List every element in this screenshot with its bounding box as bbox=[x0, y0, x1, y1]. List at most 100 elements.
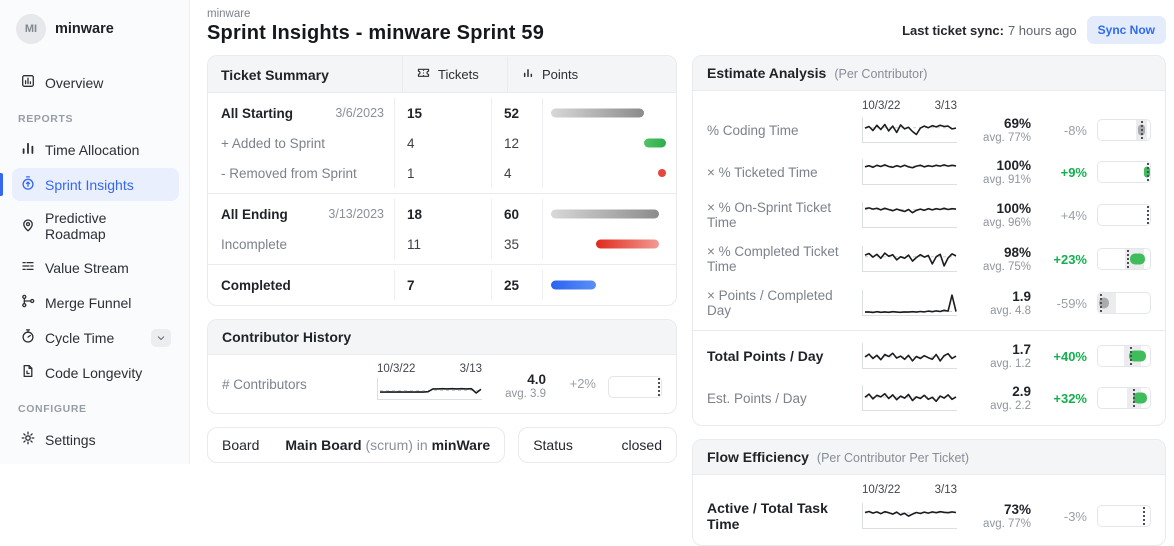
tickets-value: 4 bbox=[394, 128, 491, 158]
points-value: 12 bbox=[491, 128, 542, 158]
metric-label: % Coding Time bbox=[707, 123, 852, 138]
metric-row: × % Ticketed Time 100%avg. 91% +9% bbox=[693, 151, 1165, 193]
contributors-label: # Contributors bbox=[222, 377, 377, 392]
board-filter[interactable]: Board Main Board (scrum) in minWare bbox=[207, 427, 505, 463]
spark-start-date: 10/3/22 bbox=[862, 100, 900, 112]
contributor-history-title: Contributor History bbox=[222, 329, 351, 345]
sidebar-item-time-allocation[interactable]: Time Allocation bbox=[12, 133, 179, 166]
tickets-value: 1 bbox=[394, 158, 491, 188]
metric-delta: -8% bbox=[1041, 123, 1087, 138]
points-value: 52 bbox=[491, 98, 542, 128]
metric-label: Est. Points / Day bbox=[707, 391, 852, 406]
metric-average: avg. 4.8 bbox=[967, 305, 1031, 317]
status-filter-value: closed bbox=[622, 437, 662, 453]
row-label: Completed bbox=[221, 278, 291, 293]
sidebar-item-predictive-roadmap[interactable]: Predictive Roadmap bbox=[12, 203, 179, 249]
sidebar-item-merge-funnel[interactable]: Merge Funnel bbox=[12, 286, 179, 319]
estimate-analysis-subtitle: (Per Contributor) bbox=[834, 67, 927, 81]
stream-lines-icon bbox=[20, 258, 36, 277]
row-label: + Added to Sprint bbox=[221, 136, 325, 151]
main-content: minware Sprint Insights - minware Sprint… bbox=[190, 0, 1174, 464]
workspace-avatar: MI bbox=[16, 14, 46, 44]
metric-label: × % Completed Ticket Time bbox=[707, 244, 852, 274]
metric-gauge bbox=[608, 376, 662, 398]
ticket-summary-panel: Ticket Summary Tickets Points All Starti… bbox=[207, 55, 677, 306]
board-filter-label: Board bbox=[222, 437, 259, 453]
metric-delta: +9% bbox=[1041, 165, 1087, 180]
sidebar-item-overview[interactable]: Overview bbox=[12, 66, 179, 99]
ticket-summary-title: Ticket Summary bbox=[208, 58, 394, 92]
tickets-value: 18 bbox=[394, 199, 491, 229]
metric-gauge bbox=[1097, 345, 1151, 367]
sidebar-item-label: Time Allocation bbox=[45, 142, 139, 158]
points-bar bbox=[551, 199, 666, 229]
status-filter-label: Status bbox=[533, 437, 573, 453]
row-label: Incomplete bbox=[221, 237, 287, 252]
sidebar-nav: Overview REPORTS Time Allocation Sprint … bbox=[12, 66, 179, 456]
points-icon bbox=[521, 66, 535, 83]
metric-average: avg. 77% bbox=[967, 132, 1031, 144]
sidebar-item-label: Sprint Insights bbox=[45, 177, 134, 193]
points-value: 25 bbox=[491, 270, 542, 300]
ticket-icon bbox=[416, 65, 431, 83]
metric-sparkline bbox=[862, 385, 957, 411]
metric-sparkline bbox=[862, 202, 957, 228]
metric-average: avg. 77% bbox=[967, 518, 1031, 530]
board-qualifier: (scrum) in bbox=[362, 437, 432, 453]
metric-label: × Points / Completed Day bbox=[707, 288, 852, 318]
metric-gauge bbox=[1097, 248, 1151, 270]
metric-value: 100% bbox=[967, 158, 1031, 173]
flow-efficiency-panel: Flow Efficiency (Per Contributor Per Tic… bbox=[692, 439, 1166, 546]
metric-sparkline bbox=[862, 246, 957, 272]
workspace-name: minware bbox=[55, 21, 114, 37]
spark-end-date: 3/13 bbox=[935, 100, 957, 112]
page-title: Sprint Insights - minware Sprint 59 bbox=[207, 22, 544, 45]
metric-gauge bbox=[1097, 387, 1151, 409]
metric-row: % Coding Time 69%avg. 77% -8% bbox=[693, 109, 1165, 151]
points-bar bbox=[551, 158, 666, 188]
metric-delta: +4% bbox=[1041, 208, 1087, 223]
estimate-analysis-title: Estimate Analysis bbox=[707, 65, 826, 81]
points-bar bbox=[551, 229, 666, 259]
metric-value: 100% bbox=[967, 201, 1031, 216]
estimate-analysis-panel: Estimate Analysis (Per Contributor) 10/3… bbox=[692, 55, 1166, 426]
sidebar-item-cycle-time[interactable]: Cycle Time bbox=[12, 321, 179, 354]
metric-value: 4.0 bbox=[494, 372, 546, 387]
board-org: minWare bbox=[432, 437, 491, 453]
metric-row: Active / Total Task Time 73%avg. 77% -3% bbox=[693, 493, 1165, 539]
sidebar-item-value-stream[interactable]: Value Stream bbox=[12, 251, 179, 284]
last-sync-value: 7 hours ago bbox=[1008, 23, 1077, 38]
metric-sparkline bbox=[862, 343, 957, 369]
metric-sparkline bbox=[862, 117, 957, 143]
last-sync-label: Last ticket sync: bbox=[902, 23, 1004, 38]
row-label: All Ending bbox=[221, 207, 288, 222]
metric-delta: +2% bbox=[558, 376, 596, 391]
sidebar-item-label: Cycle Time bbox=[45, 330, 114, 346]
status-filter[interactable]: Status closed bbox=[518, 427, 677, 463]
sidebar-item-sprint-insights[interactable]: Sprint Insights bbox=[12, 168, 179, 201]
sidebar: MI minware Overview REPORTS Time Allocat… bbox=[0, 0, 190, 464]
metric-delta: -3% bbox=[1041, 509, 1087, 524]
sidebar-item-code-longevity[interactable]: Code Longevity bbox=[12, 356, 179, 389]
sync-now-button[interactable]: Sync Now bbox=[1087, 16, 1166, 44]
sidebar-item-settings[interactable]: Settings bbox=[12, 423, 179, 456]
metric-value: 1.7 bbox=[967, 342, 1031, 357]
metric-sparkline bbox=[862, 159, 957, 185]
flow-efficiency-title: Flow Efficiency bbox=[707, 449, 809, 465]
contributor-history-panel: Contributor History # Contributors 10/3/… bbox=[207, 319, 677, 414]
metric-row: × % Completed Ticket Time 98%avg. 75% +2… bbox=[693, 237, 1165, 281]
tickets-value: 15 bbox=[394, 98, 491, 128]
metric-delta: +23% bbox=[1041, 252, 1087, 267]
points-value: 60 bbox=[491, 199, 542, 229]
breadcrumb[interactable]: minware bbox=[207, 8, 544, 20]
workspace-switcher[interactable]: MI minware bbox=[12, 12, 179, 44]
overview-icon bbox=[20, 73, 36, 92]
sidebar-section-configure: CONFIGURE bbox=[18, 403, 179, 415]
points-column-header: Points bbox=[542, 67, 578, 82]
cycle-time-expand-button[interactable] bbox=[151, 329, 171, 347]
sidebar-item-label: Value Stream bbox=[45, 260, 129, 276]
row-label: All Starting bbox=[221, 106, 293, 121]
